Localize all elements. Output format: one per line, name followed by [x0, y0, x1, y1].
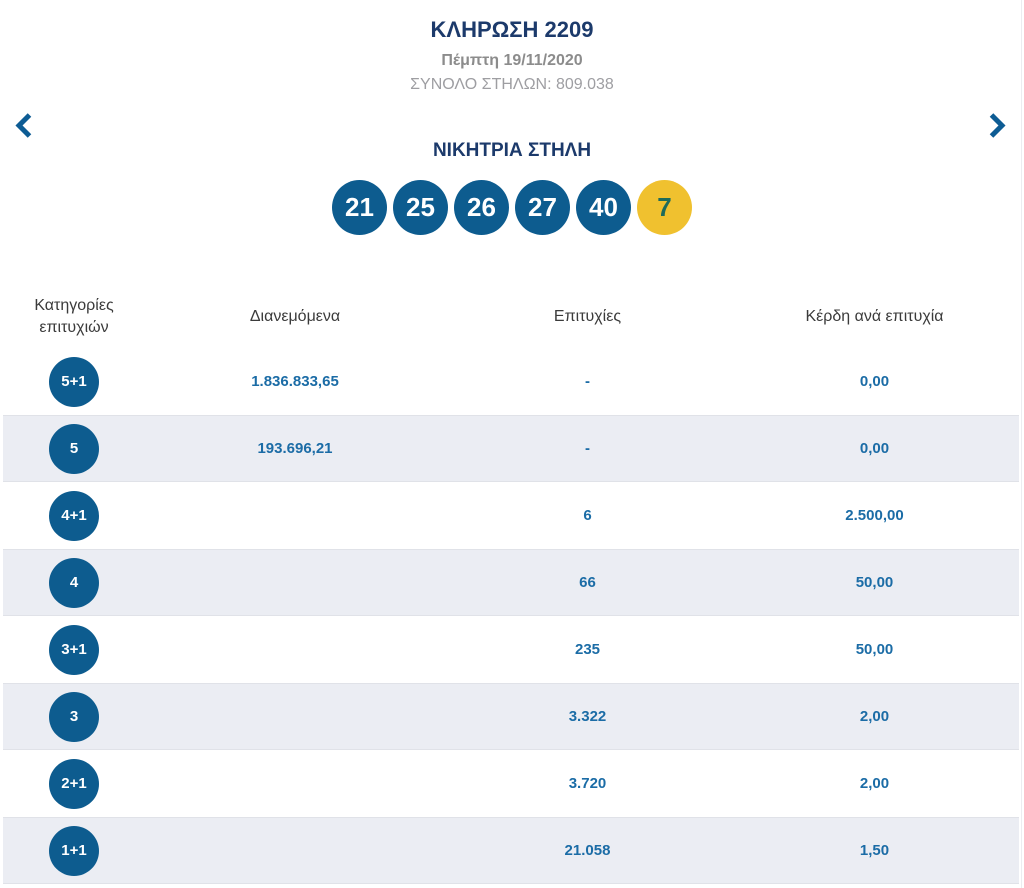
prize-value: 2.500,00 — [845, 507, 904, 524]
category-badge: 4 — [49, 557, 99, 608]
results-table: Κατηγορίες επιτυχιών Διανεμόμενα Επιτυχί… — [3, 286, 1019, 884]
category-badge: 5+1 — [49, 356, 99, 407]
page-right-edge — [1021, 0, 1022, 888]
winners-value: 21.058 — [564, 842, 611, 859]
winners-value: 6 — [583, 507, 592, 524]
winners-value: 3.720 — [568, 775, 607, 792]
next-draw-button[interactable] — [984, 112, 1010, 142]
table-row: 2+1 3.720 2,00 — [3, 750, 1019, 817]
table-row: 5+1 1.836.833,65 - 0,00 — [3, 348, 1019, 415]
winners-value: - — [585, 373, 590, 390]
header-prize: Κέρδη ανά επιτυχία — [805, 308, 944, 325]
winners-value: - — [585, 440, 590, 457]
joker-ball: 7 — [637, 180, 692, 235]
winners-value: 3.322 — [568, 708, 607, 725]
prize-value: 0,00 — [859, 373, 890, 390]
table-row: 1+1 21.058 1,50 — [3, 817, 1019, 884]
distributed-value: 1.836.833,65 — [251, 373, 339, 390]
winning-numbers: 21 25 26 27 40 7 — [0, 180, 1024, 235]
table-row: 5 193.696,21 - 0,00 — [3, 415, 1019, 482]
winning-column-title: ΝΙΚΗΤΡΙΑ ΣΤΗΛΗ — [432, 140, 592, 161]
draw-header: ΚΛΗΡΩΣΗ 2209 Πέμπτη 19/11/2020 ΣΥΝΟΛΟ ΣΤ… — [0, 0, 1024, 94]
table-row: 3+1 235 50,00 — [3, 616, 1019, 683]
category-badge: 1+1 — [49, 825, 99, 876]
chevron-left-icon — [14, 112, 33, 142]
number-ball: 40 — [576, 180, 631, 235]
total-columns: ΣΥΝΟΛΟ ΣΤΗΛΩΝ: 809.038 — [410, 76, 614, 93]
category-badge: 5 — [49, 423, 99, 474]
chevron-right-icon — [988, 112, 1007, 142]
header-distributed: Διανεμόμενα — [249, 308, 341, 325]
prize-value: 50,00 — [855, 641, 894, 658]
prize-value: 0,00 — [859, 440, 890, 457]
header-winners: Επιτυχίες — [553, 308, 622, 325]
number-ball: 27 — [515, 180, 570, 235]
prize-value: 1,50 — [859, 842, 890, 859]
table-row: 4 66 50,00 — [3, 549, 1019, 616]
table-row: 4+1 6 2.500,00 — [3, 482, 1019, 549]
table-row: 3 3.322 2,00 — [3, 683, 1019, 750]
prize-value: 50,00 — [855, 574, 894, 591]
draw-date: Πέμπτη 19/11/2020 — [441, 52, 583, 69]
prize-value: 2,00 — [859, 708, 890, 725]
category-badge: 3 — [49, 691, 99, 742]
table-header-row: Κατηγορίες επιτυχιών Διανεμόμενα Επιτυχί… — [3, 286, 1019, 348]
prize-value: 2,00 — [859, 775, 890, 792]
number-ball: 26 — [454, 180, 509, 235]
draw-title: ΚΛΗΡΩΣΗ 2209 — [430, 17, 594, 42]
distributed-value: 193.696,21 — [257, 440, 333, 457]
category-badge: 3+1 — [49, 624, 99, 675]
previous-draw-button[interactable] — [10, 112, 36, 142]
winners-value: 66 — [579, 574, 596, 591]
header-categories: Κατηγορίες επιτυχιών — [34, 297, 114, 336]
winners-value: 235 — [574, 641, 601, 658]
category-badge: 2+1 — [49, 758, 99, 809]
number-ball: 21 — [332, 180, 387, 235]
number-ball: 25 — [393, 180, 448, 235]
category-badge: 4+1 — [49, 490, 99, 541]
